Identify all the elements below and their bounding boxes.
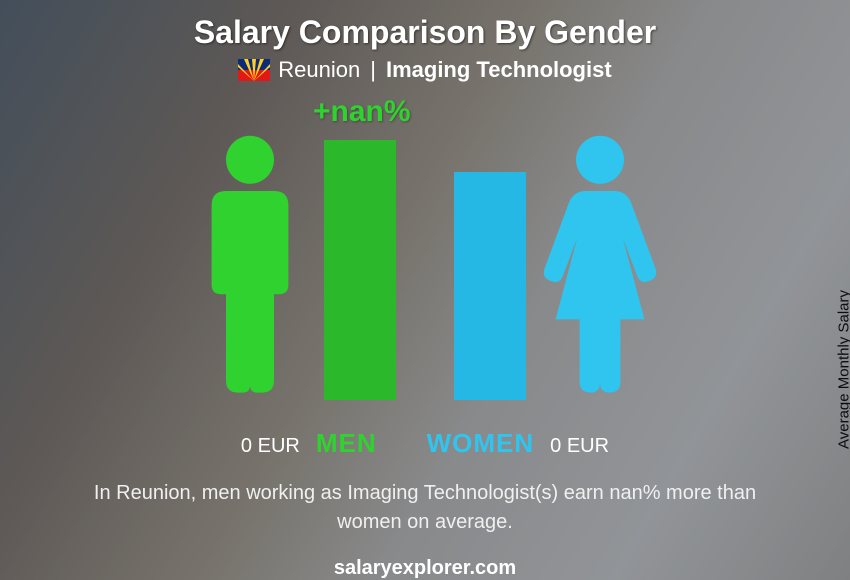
bottom-row: 0 EUR MEN WOMEN 0 EUR [85, 428, 765, 459]
description-text: In Reunion, men working as Imaging Techn… [65, 479, 785, 537]
delta-label: +nan% [313, 95, 411, 129]
divider: | [370, 57, 376, 83]
chart: +nan% [85, 95, 765, 400]
men-group [190, 131, 396, 400]
men-value: 0 EUR [241, 435, 300, 458]
job-label: Imaging Technologist [386, 57, 612, 83]
page-title: Salary Comparison By Gender [194, 14, 656, 51]
men-bar [324, 140, 396, 400]
value-row [190, 131, 660, 400]
women-value: 0 EUR [550, 435, 609, 458]
reunion-flag-icon [238, 59, 270, 81]
footer-link: salaryexplorer.com [334, 557, 516, 580]
subtitle: Reunion | Imaging Technologist [238, 57, 611, 83]
woman-icon [540, 131, 660, 400]
women-category-label: WOMEN [427, 428, 535, 459]
man-icon [190, 131, 310, 400]
content: Salary Comparison By Gender Reunion | Im… [0, 0, 850, 580]
women-group [454, 131, 660, 400]
men-category-label: MEN [316, 428, 377, 459]
women-bar [454, 172, 526, 400]
country-label: Reunion [278, 57, 360, 83]
y-axis-label: Average Monthly Salary [836, 290, 850, 449]
